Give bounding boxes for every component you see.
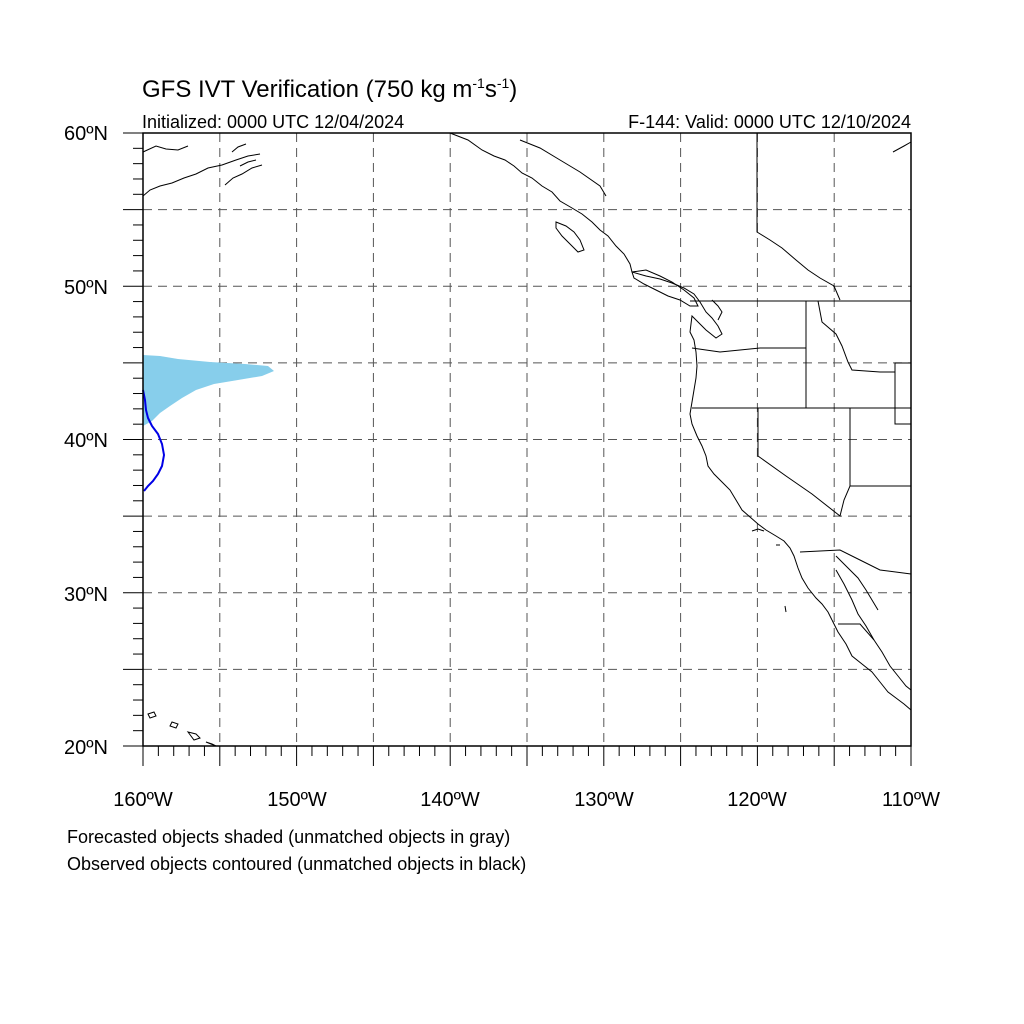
map-plot-area: [123, 132, 912, 766]
lat-lon-grid: [143, 133, 911, 746]
figure-title: GFS IVT Verification (750 kg m-1s-1): [142, 75, 517, 103]
latitude-labels: 60ºN 50ºN 40ºN 30ºN 20ºN: [64, 123, 108, 759]
lon-label-140w: 140ºW: [420, 789, 480, 811]
lat-label-60: 60ºN: [64, 123, 108, 145]
init-time-label: Initialized: 0000 UTC 12/04/2024: [142, 112, 404, 132]
forecast-caption: Forecasted objects shaded (unmatched obj…: [67, 827, 510, 847]
lon-label-150w: 150ºW: [267, 789, 327, 811]
lat-label-30: 30ºN: [64, 584, 108, 606]
political-borders: [690, 133, 912, 641]
longitude-labels: 160ºW 150ºW 140ºW 130ºW 120ºW 110ºW: [113, 789, 940, 811]
observed-caption: Observed objects contoured (unmatched ob…: [67, 854, 526, 874]
lon-label-160w: 160ºW: [113, 789, 173, 811]
lat-label-40: 40ºN: [64, 430, 108, 452]
observed-object-contour: [142, 389, 166, 492]
lon-label-110w: 110ºW: [882, 789, 940, 811]
lat-label-20: 20ºN: [64, 737, 108, 759]
axis-ticks: [123, 132, 912, 766]
valid-time-label: F-144: Valid: 0000 UTC 12/10/2024: [628, 112, 911, 132]
lon-label-120w: 120ºW: [727, 789, 787, 811]
forecast-object-shaded: [143, 355, 274, 426]
coastlines-and-borders: [142, 132, 912, 747]
lat-label-50: 50ºN: [64, 277, 108, 299]
lon-label-130w: 130ºW: [574, 789, 634, 811]
